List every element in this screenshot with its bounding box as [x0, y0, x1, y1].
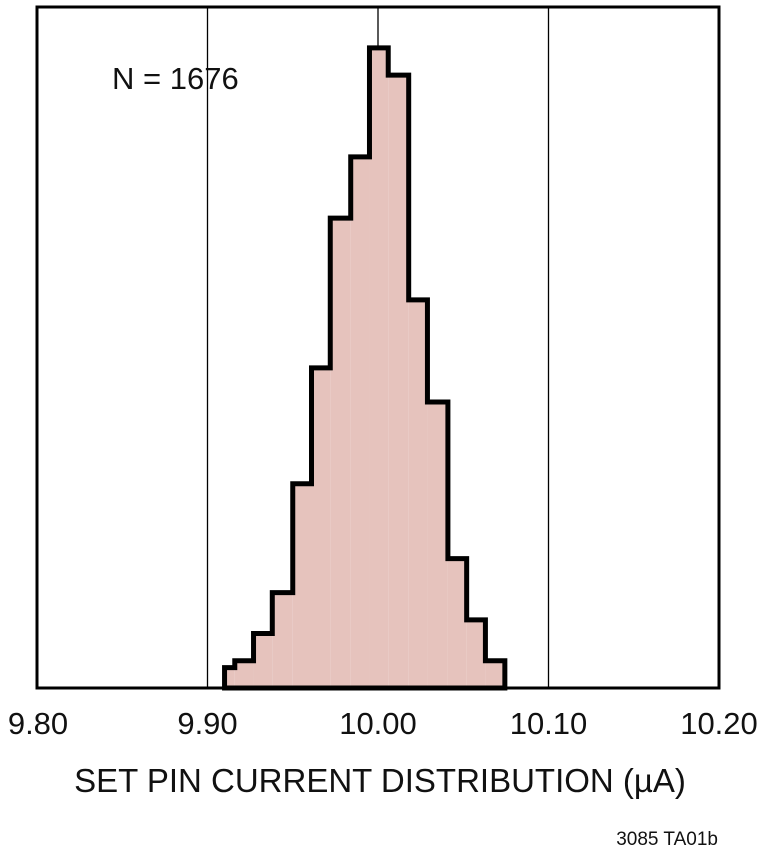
histogram-bin — [447, 558, 467, 688]
x-tick-label: 10.00 — [339, 706, 417, 741]
histogram-bin — [466, 619, 486, 688]
x-tick-label: 9.90 — [177, 706, 237, 741]
x-tick-labels: 9.80 9.90 10.00 10.10 10.20 — [8, 706, 758, 741]
histogram-bars — [222, 45, 508, 691]
histogram-bin — [272, 592, 293, 688]
plot-frame — [35, 5, 721, 690]
histogram-bin — [311, 367, 331, 688]
figure-code: 3085 TA01b — [616, 829, 718, 850]
x-tick-label: 9.80 — [8, 706, 68, 741]
histogram-bin — [330, 218, 351, 689]
histogram-bin — [427, 401, 448, 688]
sample-count-annotation: N = 1676 — [112, 61, 239, 96]
histogram-bin — [253, 633, 273, 688]
histogram-bin — [292, 483, 312, 688]
histogram-bin — [224, 667, 235, 688]
x-axis-title: SET PIN CURRENT DISTRIBUTION (µA) — [74, 762, 686, 799]
histogram-bin — [234, 660, 254, 688]
histogram-bin — [350, 156, 370, 688]
histogram-outline — [222, 45, 508, 691]
x-tick-label: 10.20 — [680, 706, 758, 741]
histogram-bin — [408, 299, 428, 688]
histogram-bin — [369, 47, 389, 689]
x-tick-label: 10.10 — [510, 706, 588, 741]
histogram-bin — [485, 660, 505, 688]
histogram-bin — [388, 75, 409, 689]
